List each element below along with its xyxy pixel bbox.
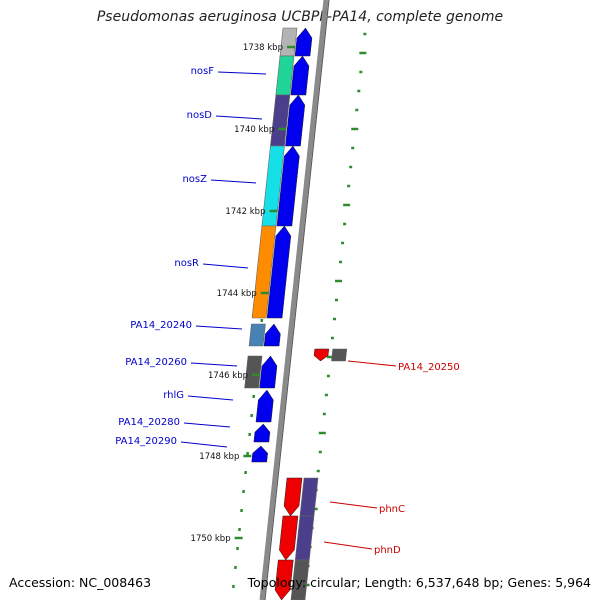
plus-label-leader <box>187 395 234 401</box>
minus-label-leader <box>329 501 378 509</box>
cog-bar <box>331 348 348 362</box>
plus-gene-arrow <box>263 323 281 347</box>
backbone-line <box>259 0 329 600</box>
plus-gene-arrow <box>255 389 274 423</box>
kbp-label: 1746 kbp <box>208 371 248 381</box>
plus-gene-label: nosF <box>191 66 215 77</box>
backbone-edge <box>264 0 330 600</box>
kbp-label: 1750 kbp <box>191 534 231 544</box>
plus-gene-arrow <box>266 225 292 319</box>
plus-gene-arrow <box>253 423 271 443</box>
plus-gene-arrow <box>259 355 278 389</box>
plus-gene-label: PA14_20280 <box>118 417 180 428</box>
kbp-label: 1748 kbp <box>199 452 239 462</box>
plus-label-leader <box>190 362 238 367</box>
cog-bar <box>290 559 310 600</box>
plus-label-leader <box>202 263 249 269</box>
kbp-label: 1744 kbp <box>217 289 257 299</box>
plus-gene-arrow <box>251 445 268 463</box>
minus-label-leader <box>323 541 373 550</box>
accession-text: Accession: NC_008463 <box>9 575 152 590</box>
minus-gene-arrow <box>279 515 299 561</box>
plus-gene-label: PA14_20260 <box>125 357 187 368</box>
cog-bar <box>248 323 266 347</box>
kbp-label: 1742 kbp <box>225 207 265 217</box>
plus-label-leader <box>217 71 267 75</box>
cog-bar <box>251 225 277 319</box>
kbp-label: 1740 kbp <box>234 125 274 135</box>
topology-text: Topology: circular; Length: 6,537,648 bp… <box>247 575 591 590</box>
kbp-label: 1738 kbp <box>243 43 283 53</box>
cog-bar <box>244 355 263 389</box>
plus-gene-label: rhlG <box>163 390 184 401</box>
minus-gene-arrow <box>313 348 330 362</box>
plus-gene-label: PA14_20240 <box>130 320 192 331</box>
minus-gene-arrow <box>274 559 294 600</box>
plus-gene-label: nosD <box>187 110 213 121</box>
minus-gene-label: phnC <box>379 504 405 515</box>
plus-label-leader <box>180 441 228 448</box>
plus-gene-label: nosZ <box>182 174 207 185</box>
plus-label-leader <box>215 115 263 120</box>
minus-label-leader <box>347 360 397 367</box>
plus-gene-label: nosR <box>174 258 199 269</box>
plus-gene-arrow <box>294 27 313 57</box>
cog-bar <box>299 477 319 517</box>
minus-gene-label: PA14_20250 <box>398 362 460 373</box>
genome-title: Pseudomonas aeruginosa UCBPP-PA14, compl… <box>96 9 504 25</box>
plus-gene-label: PA14_20290 <box>115 436 177 447</box>
minus-gene-label: phnD <box>374 545 401 556</box>
cog-bar <box>294 515 315 561</box>
plus-label-leader <box>195 325 243 330</box>
plus-label-leader <box>183 422 231 428</box>
plus-label-leader <box>210 179 257 184</box>
minus-gene-arrow <box>283 477 303 517</box>
